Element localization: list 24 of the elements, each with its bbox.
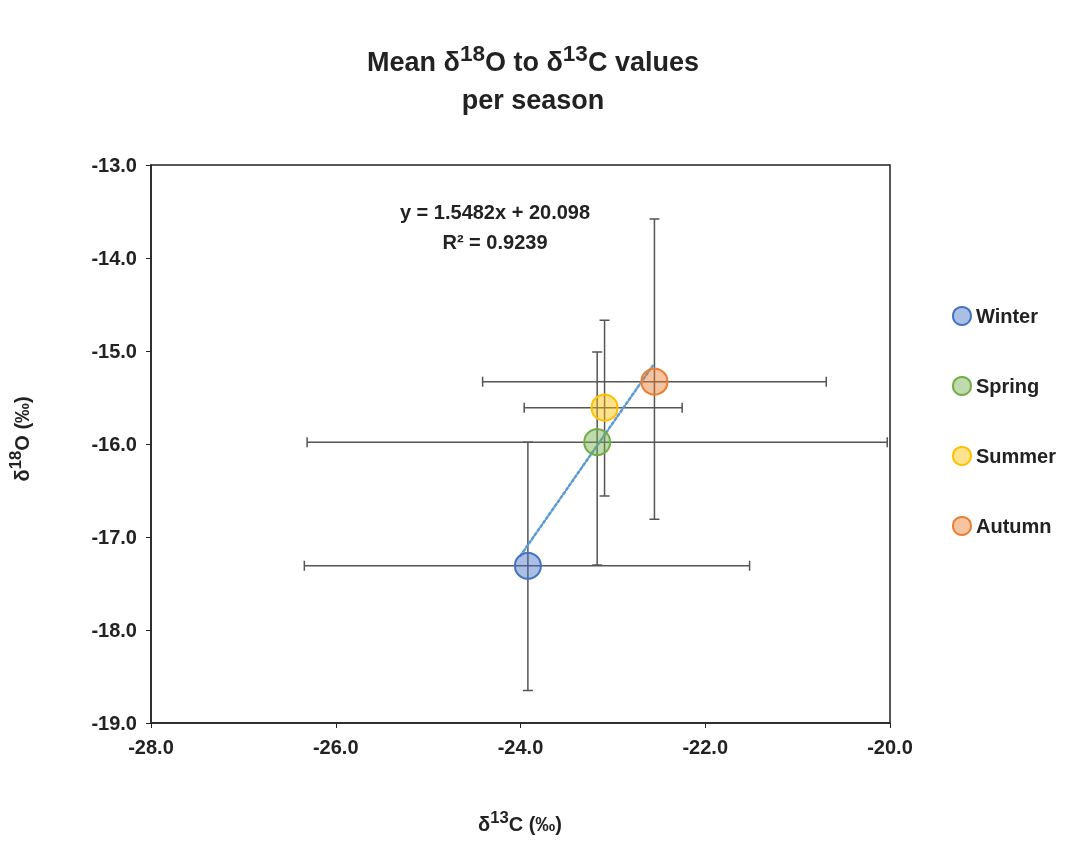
point xyxy=(640,367,669,396)
point xyxy=(513,551,542,580)
y-tick-label: -17.0 xyxy=(91,526,137,548)
annotation: y = 1.5482x + 20.098 xyxy=(399,201,591,223)
y-tick-label: -16.0 xyxy=(91,433,137,455)
legend-label: Summer xyxy=(975,445,1057,467)
point xyxy=(583,428,612,457)
x-tick-label: -26.0 xyxy=(312,736,359,758)
chart-title: Mean δ$^{18}$O to δ$^{13}$C values per season xyxy=(366,40,700,117)
y-tick-label: -13.0 xyxy=(91,154,137,176)
y-tick-label: -18.0 xyxy=(91,619,137,641)
x-tick-label: -24.0 xyxy=(497,736,544,758)
x-tick-label: -28.0 xyxy=(128,736,174,758)
x-axis-title: δ$^{13}$C (‰) xyxy=(477,808,563,836)
point xyxy=(590,393,619,422)
legend-label: Autumn xyxy=(975,515,1052,537)
annotation: R² = 0.9239 xyxy=(442,231,548,253)
x-tick-label: -20.0 xyxy=(867,736,913,758)
y-tick-label: -15.0 xyxy=(91,340,137,362)
y-tick-label: -14.0 xyxy=(91,247,137,269)
x-tick-label: -22.0 xyxy=(682,736,729,758)
legend-label: Spring xyxy=(975,375,1040,397)
y-tick-label: -19.0 xyxy=(91,712,137,734)
legend-label: Winter xyxy=(975,305,1039,327)
